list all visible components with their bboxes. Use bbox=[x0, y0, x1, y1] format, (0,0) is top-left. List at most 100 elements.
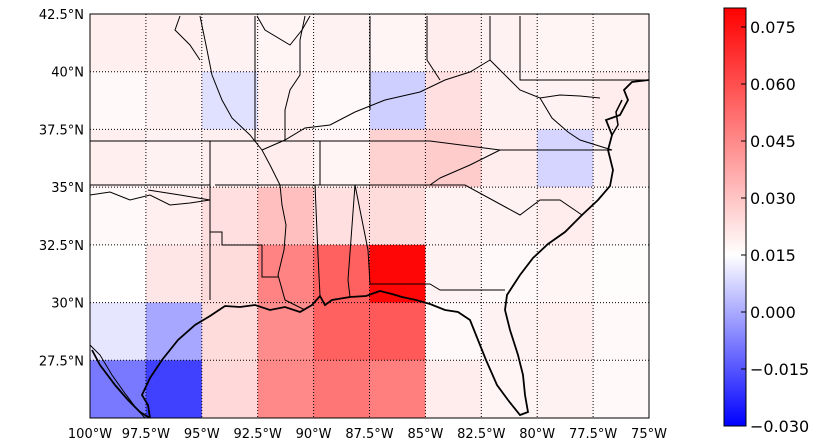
data-cell bbox=[593, 360, 650, 419]
data-cell bbox=[369, 360, 426, 419]
data-cell bbox=[90, 129, 147, 188]
latitude-tick-label: 27.5°N bbox=[39, 354, 84, 369]
latitude-tick-label: 30°N bbox=[51, 297, 84, 312]
data-cell bbox=[313, 71, 370, 130]
longitude-tick-label: 85°W bbox=[407, 427, 443, 442]
data-cell bbox=[593, 187, 650, 246]
longitude-tick-label: 75°W bbox=[631, 427, 667, 442]
longitude-tick-label: 100°W bbox=[68, 427, 112, 442]
data-cell bbox=[425, 71, 482, 130]
colorbar-tick-label: 0.015 bbox=[750, 246, 796, 265]
colorbar-ticks: 0.075 0.060 0.045 0.030 0.015 0.000 −0.015 −0.0… bbox=[741, 18, 809, 436]
data-cell bbox=[313, 14, 370, 73]
data-cell bbox=[90, 302, 147, 361]
data-cell bbox=[537, 71, 594, 130]
data-cell bbox=[369, 302, 426, 361]
latitude-tick-label: 32.5°N bbox=[39, 239, 84, 254]
colorbar-tick-label: 0.030 bbox=[750, 189, 796, 208]
data-cell bbox=[201, 302, 259, 361]
data-cell bbox=[593, 14, 650, 73]
latitude-labels: 42.5°N 40°N 37.5°N 35°N 32.5°N 30°N 27.5°N bbox=[39, 8, 84, 369]
data-cell bbox=[257, 71, 315, 130]
data-cell bbox=[90, 14, 147, 73]
data-cell bbox=[145, 129, 203, 188]
longitude-tick-label: 90°W bbox=[296, 427, 332, 442]
data-cell bbox=[537, 187, 594, 246]
data-cell bbox=[313, 302, 370, 361]
data-cell bbox=[369, 187, 426, 246]
data-cell bbox=[145, 14, 203, 73]
colorbar-tick-label: −0.030 bbox=[750, 417, 809, 436]
data-cell bbox=[201, 14, 259, 73]
longitude-labels: 100°W 97.5°W 95°W 92.5°W 90°W 87.5°W 85°W 82.5°… bbox=[68, 427, 667, 442]
data-cell bbox=[201, 244, 259, 304]
data-cell bbox=[537, 244, 594, 304]
data-cell bbox=[425, 360, 482, 419]
longitude-tick-label: 77.5°W bbox=[569, 427, 617, 442]
rio-grande bbox=[90, 344, 146, 418]
data-cell bbox=[537, 14, 594, 73]
red-river bbox=[90, 191, 211, 206]
data-cell bbox=[257, 244, 315, 304]
data-cell bbox=[257, 187, 315, 246]
data-cell bbox=[369, 129, 426, 188]
data-cell bbox=[537, 302, 594, 361]
data-cell bbox=[537, 360, 594, 419]
data-cell bbox=[201, 71, 259, 130]
data-cell bbox=[90, 71, 147, 130]
colorbar-tick-label: −0.015 bbox=[750, 360, 809, 379]
chesapeake-bay bbox=[611, 99, 623, 136]
data-cell bbox=[201, 187, 259, 246]
data-cell bbox=[481, 187, 538, 246]
data-cell bbox=[481, 71, 538, 130]
data-cell bbox=[257, 302, 315, 361]
data-cell bbox=[425, 14, 482, 73]
latitude-tick-label: 42.5°N bbox=[39, 8, 84, 23]
data-cell bbox=[425, 187, 482, 246]
latitude-tick-label: 37.5°N bbox=[39, 123, 84, 138]
data-cell bbox=[481, 244, 538, 304]
longitude-tick-label: 87.5°W bbox=[345, 427, 393, 442]
data-cell bbox=[90, 244, 147, 304]
data-cell bbox=[201, 360, 259, 419]
data-cell bbox=[593, 302, 650, 361]
data-cell bbox=[313, 129, 370, 188]
data-cell bbox=[537, 129, 594, 188]
data-cell bbox=[145, 302, 203, 361]
data-cell bbox=[313, 244, 370, 304]
data-cell bbox=[425, 302, 482, 361]
colorbar-tick-label: 0.000 bbox=[750, 303, 796, 322]
longitude-tick-label: 97.5°W bbox=[122, 427, 170, 442]
data-cell bbox=[145, 360, 203, 419]
data-cell bbox=[481, 302, 538, 361]
latitude-tick-label: 35°N bbox=[51, 181, 84, 196]
data-cell bbox=[425, 244, 482, 304]
data-cell bbox=[313, 187, 370, 246]
data-cell bbox=[201, 129, 259, 188]
mississippi-river bbox=[199, 15, 306, 311]
geographic-boundaries bbox=[90, 15, 649, 418]
data-cell bbox=[369, 14, 426, 73]
map-frame bbox=[89, 13, 650, 419]
colorbar-tick-label: 0.075 bbox=[750, 18, 796, 37]
data-cell bbox=[369, 71, 426, 130]
longitude-tick-label: 80°W bbox=[519, 427, 555, 442]
latitude-tick-label: 40°N bbox=[51, 66, 84, 81]
colorbar-tick-label: 0.045 bbox=[750, 132, 796, 151]
coastline bbox=[91, 79, 649, 418]
longitude-tick-label: 92.5°W bbox=[234, 427, 282, 442]
great-lakes-shore bbox=[256, 15, 311, 46]
longitude-tick-label: 95°W bbox=[184, 427, 220, 442]
data-cell bbox=[145, 71, 203, 130]
colorbar bbox=[723, 7, 747, 427]
data-cell bbox=[481, 14, 538, 73]
longitude-tick-label: 82.5°W bbox=[457, 427, 505, 442]
data-cells bbox=[90, 14, 650, 419]
data-cell bbox=[145, 244, 203, 304]
data-cell bbox=[313, 360, 370, 419]
data-cell bbox=[593, 244, 650, 304]
data-cell bbox=[145, 187, 203, 246]
data-cell bbox=[481, 129, 538, 188]
data-cell bbox=[425, 129, 482, 188]
